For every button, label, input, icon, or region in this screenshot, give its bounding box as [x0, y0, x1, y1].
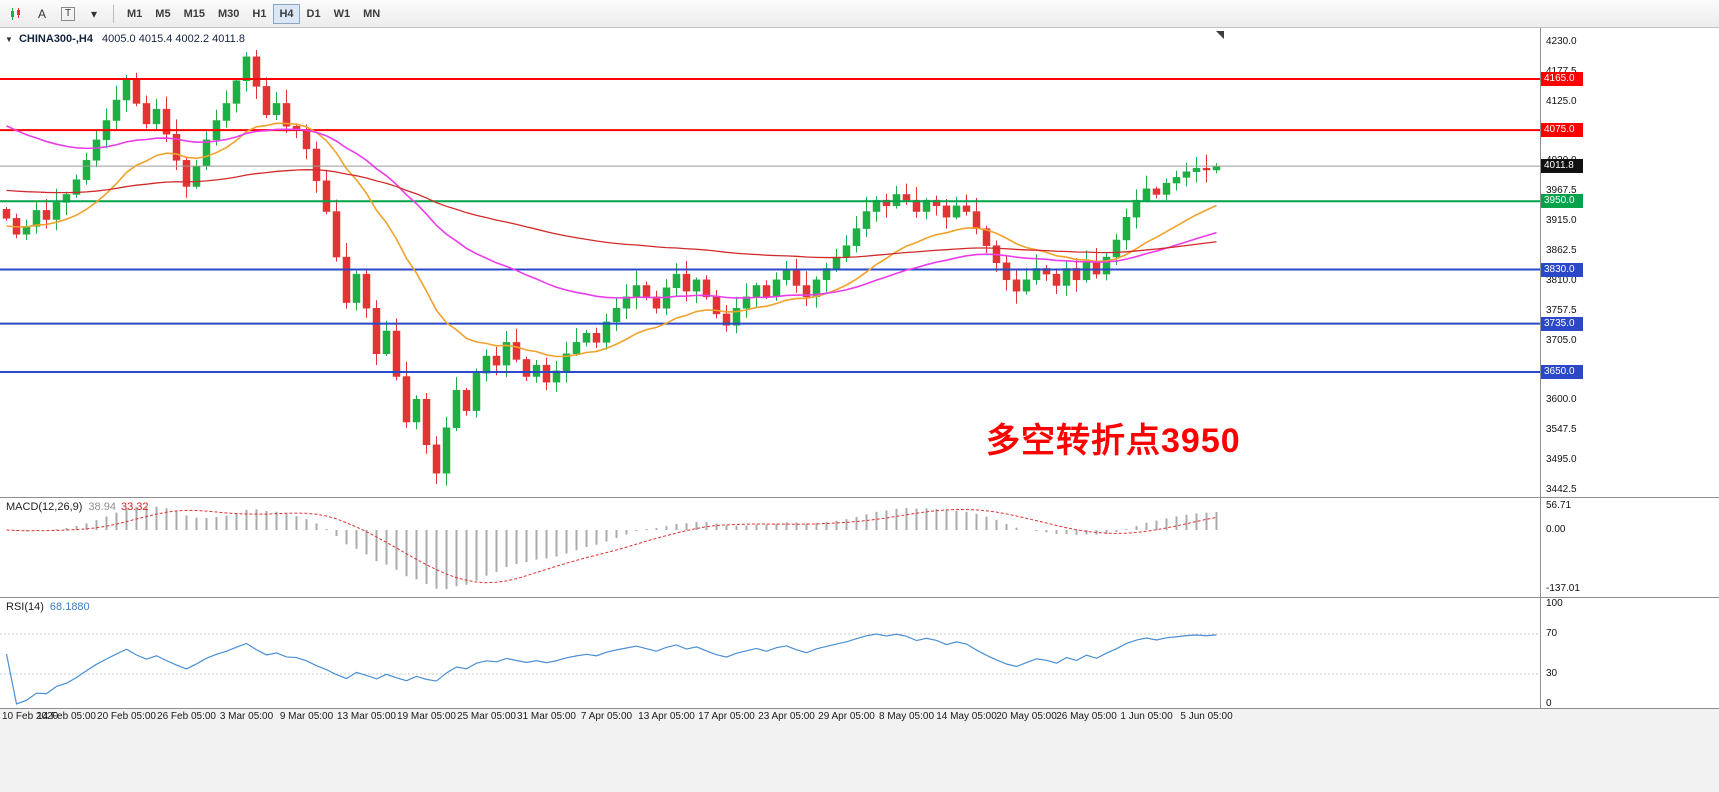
- price-level-badge-3735.0: 3735.0: [1541, 316, 1583, 331]
- price-level-badge-3650.0: 3650.0: [1541, 364, 1583, 379]
- macd-name: MACD(12,26,9): [6, 501, 83, 513]
- text-label-glyph: T: [60, 6, 76, 21]
- price-axis-label: 3600.0: [1546, 394, 1577, 406]
- chart-shift-marker[interactable]: [1216, 31, 1224, 39]
- ma-line-orange: [6, 122, 1217, 358]
- rsi-axis-label: 0: [1546, 698, 1552, 709]
- rsi-label: RSI(14) 68.1880: [6, 601, 90, 613]
- time-axis-label: 5 Jun 05:00: [1180, 711, 1233, 722]
- price-axis-label: 3757.5: [1546, 304, 1577, 316]
- price-axis-label: 3442.5: [1546, 484, 1577, 495]
- price-axis-label: 3547.5: [1546, 424, 1577, 436]
- rsi-value: 68.1880: [49, 601, 90, 613]
- timeframe-mn[interactable]: MN: [357, 4, 386, 24]
- time-axis-label: 20 May 05:00: [996, 711, 1057, 722]
- time-axis-label: 14 May 05:00: [936, 711, 997, 722]
- time-axis-label: 31 Mar 05:00: [517, 711, 576, 722]
- price-axis-label: 4230.0: [1546, 36, 1577, 47]
- rsi-panel[interactable]: [0, 599, 1540, 707]
- insert-text-icon[interactable]: A: [30, 3, 54, 25]
- ma-line-magenta: [6, 125, 1217, 299]
- price-axis-label: 3915.0: [1546, 215, 1577, 227]
- price-axis-label: 4125.0: [1546, 95, 1577, 107]
- time-axis-label: 13 Apr 05:00: [638, 711, 695, 722]
- timeframe-m15[interactable]: M15: [178, 4, 211, 24]
- timeframe-m30[interactable]: M30: [212, 4, 245, 24]
- time-axis-label: 26 May 05:00: [1056, 711, 1117, 722]
- time-axis-label: 19 Mar 05:00: [397, 711, 456, 722]
- rsi-name: RSI(14): [6, 601, 44, 613]
- rsi-axis-label: 30: [1546, 668, 1558, 679]
- macd-axis-label: -137.01: [1546, 583, 1580, 594]
- toolbar-separator: [113, 4, 114, 23]
- timeframe-group: M1 M5 M15 M30 H1 H4 D1 W1 MN: [121, 3, 386, 24]
- mini-candles-icon: [11, 7, 20, 20]
- chart-type-icon[interactable]: [4, 3, 28, 25]
- text-label-tool-icon[interactable]: T: [56, 3, 80, 25]
- rsi-axis-label: 100: [1546, 598, 1563, 609]
- timeframe-h4[interactable]: H4: [273, 3, 300, 24]
- time-axis-label: 13 Mar 05:00: [337, 711, 396, 722]
- macd-histogram: [15, 506, 1218, 589]
- time-axis-label: 14 Feb 05:00: [37, 711, 96, 722]
- time-axis-label: 10 Feb 2020: [2, 711, 59, 722]
- price-level-badge-4075.0: 4075.0: [1541, 123, 1583, 138]
- timeframe-d1[interactable]: D1: [301, 4, 327, 24]
- macd-signal-line: [6, 509, 1217, 584]
- rsi-line: [5, 633, 1217, 705]
- price-level-badge-3830.0: 3830.0: [1541, 262, 1583, 277]
- chart-header: ▼ CHINA300-,H4 4005.0 4015.4 4002.2 4011…: [5, 33, 245, 45]
- macd-signal-value: 33.32: [120, 501, 149, 513]
- price-axis-label: 3967.5: [1546, 185, 1577, 197]
- macd-main-value: 38.94: [88, 501, 116, 513]
- time-axis-label: 17 Apr 05:00: [698, 711, 755, 722]
- macd-label: MACD(12,26,9) 38.94 33.32: [6, 501, 148, 513]
- symbol-collapse-icon[interactable]: ▼: [5, 35, 13, 44]
- time-axis-label: 25 Mar 05:00: [457, 711, 516, 722]
- time-axis-label: 23 Apr 05:00: [758, 711, 815, 722]
- chart-annotation-text: 多空转折点3950: [986, 422, 1241, 460]
- price-axis-label: 3495.0: [1546, 454, 1577, 466]
- time-axis-label: 3 Mar 05:00: [219, 711, 274, 722]
- price-level-badge-4165.0: 4165.0: [1541, 71, 1583, 86]
- price-axis-label: 3705.0: [1546, 334, 1577, 346]
- drawing-tools-dropdown-icon[interactable]: ▾: [82, 3, 106, 25]
- ohlc-values: 4005.0 4015.4 4002.2 4011.8: [102, 33, 245, 45]
- price-axis-label: 3862.5: [1546, 245, 1577, 257]
- time-axis-label: 7 Apr 05:00: [580, 711, 633, 722]
- top-toolbar: A T ▾ M1 M5 M15 M30 H1 H4 D1 W1 MN: [0, 0, 1719, 28]
- timeframe-w1[interactable]: W1: [328, 4, 357, 24]
- current-price-badge: 4011.8: [1541, 159, 1583, 174]
- time-axis-label: 1 Jun 05:00: [1120, 711, 1173, 722]
- time-axis-label: 9 Mar 05:00: [279, 711, 334, 722]
- price-axis-label: 4177.5: [1546, 66, 1577, 78]
- ma-line-red: [6, 169, 1217, 259]
- timeframe-m5[interactable]: M5: [149, 4, 176, 24]
- price-level-badge-3950.0: 3950.0: [1541, 194, 1583, 209]
- rsi-axis-label: 70: [1546, 628, 1558, 639]
- time-axis[interactable]: [0, 708, 1719, 792]
- symbol-title: CHINA300-,H4: [18, 33, 93, 45]
- macd-axis-label: 56.71: [1546, 500, 1572, 511]
- time-axis-label: 20 Feb 05:00: [97, 711, 156, 722]
- price-axis-label: 3810.0: [1546, 274, 1577, 286]
- timeframe-m1[interactable]: M1: [121, 4, 148, 24]
- time-axis-label: 29 Apr 05:00: [818, 711, 875, 722]
- macd-axis-label: 0.00: [1546, 524, 1566, 535]
- candles-layer: [2, 49, 1221, 486]
- time-axis-label: 8 May 05:00: [878, 711, 935, 722]
- timeframe-h1[interactable]: H1: [246, 4, 272, 24]
- main-chart-area[interactable]: [0, 28, 1540, 497]
- time-axis-label: 26 Feb 05:00: [157, 711, 216, 722]
